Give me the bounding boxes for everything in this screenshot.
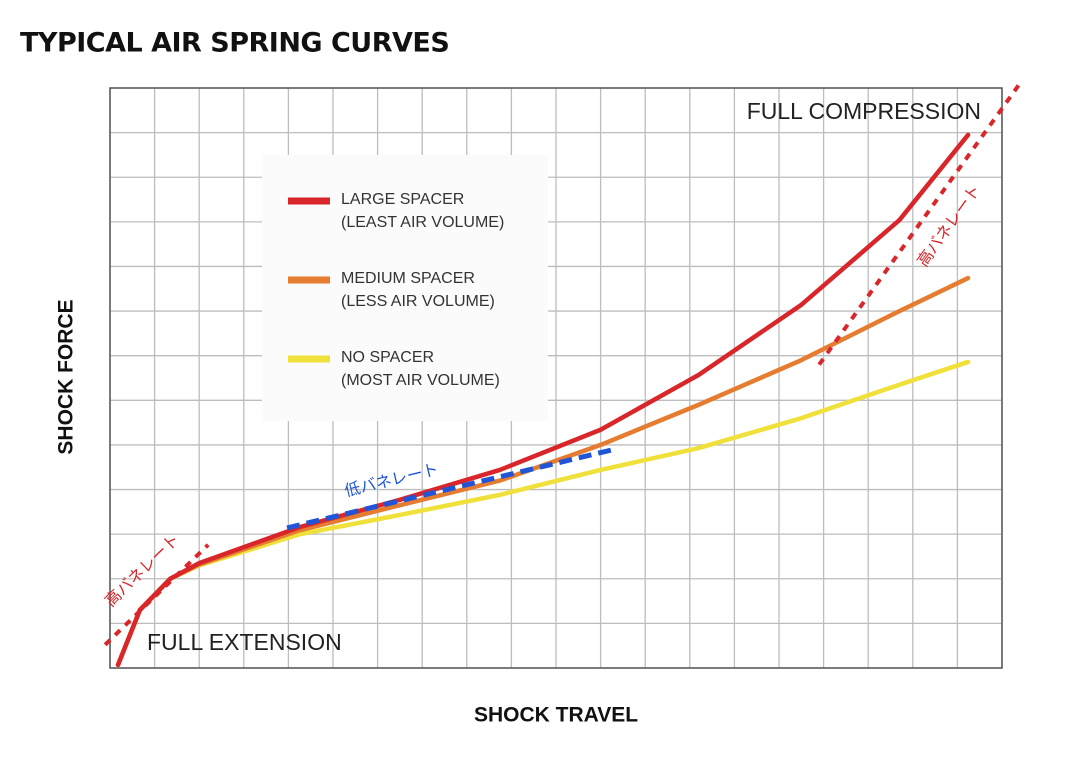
annotation-line: [103, 543, 210, 647]
corner-label: FULL COMPRESSION: [747, 98, 981, 124]
y-axis-label: SHOCK FORCE: [55, 299, 78, 454]
legend-label: MEDIUM SPACER: [341, 270, 475, 287]
corner-label: FULL EXTENSION: [147, 629, 342, 655]
legend-description: (MOST AIR VOLUME): [341, 372, 500, 389]
chart-title: TYPICAL AIR SPRING CURVES: [20, 28, 449, 59]
annotation-label: 高バネレート: [101, 530, 183, 610]
plot-border: [109, 87, 1003, 669]
legend-description: (LEAST AIR VOLUME): [341, 214, 504, 231]
legend-description: (LESS AIR VOLUME): [341, 293, 495, 310]
legend-label: LARGE SPACER: [341, 191, 464, 208]
annotation-line: [286, 447, 613, 531]
annotation-line: [817, 82, 1022, 366]
legend-label: NO SPACER: [341, 349, 434, 366]
annotation-label: 高バネレート: [913, 181, 984, 270]
x-axis-label: SHOCK TRAVEL: [474, 704, 638, 727]
